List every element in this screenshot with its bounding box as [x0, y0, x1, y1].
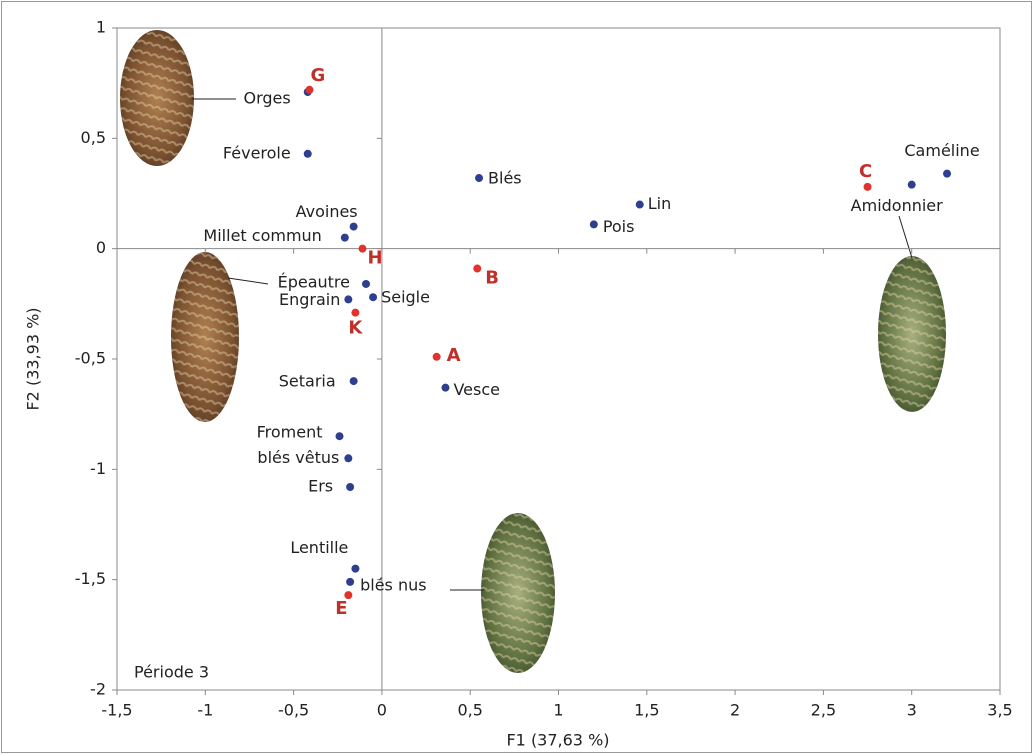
- x-tick-label: 0: [377, 701, 387, 720]
- y-tick-label: -1,5: [75, 569, 106, 588]
- point-label: E: [335, 598, 347, 619]
- point: [369, 293, 378, 302]
- x-tick-label: 1: [553, 701, 563, 720]
- point: [943, 169, 952, 178]
- x-tick-label: -1,5: [101, 701, 132, 720]
- x-tick-label: 2,5: [811, 701, 836, 720]
- point: [346, 577, 355, 586]
- point: [863, 182, 872, 191]
- y-tick-label: 1: [96, 18, 106, 37]
- y-tick-label: -0,5: [75, 349, 106, 368]
- point: [305, 85, 314, 94]
- point-label: H: [367, 248, 382, 269]
- point: [907, 180, 916, 189]
- leader-line: [898, 215, 913, 259]
- point-label: Pois: [603, 217, 635, 236]
- image-texture: [878, 256, 946, 412]
- point-label: Féverole: [223, 143, 291, 162]
- annotation: Période 3: [134, 663, 209, 682]
- point: [335, 432, 344, 441]
- point-label: Lin: [648, 194, 672, 213]
- x-tick-label: -0,5: [278, 701, 309, 720]
- point: [432, 352, 441, 361]
- point: [349, 222, 358, 231]
- point: [351, 564, 360, 573]
- point-label: Avoines: [296, 202, 358, 221]
- plot-area: [116, 27, 1001, 691]
- point-label: G: [310, 65, 325, 86]
- point-label: B: [485, 268, 499, 289]
- leader-line: [227, 277, 269, 285]
- point-label: Amidonnier: [851, 196, 943, 215]
- point-label: Épeautre: [278, 272, 350, 291]
- point-label: Setaria: [279, 372, 336, 391]
- point: [346, 482, 355, 491]
- point-label: Engrain: [279, 290, 340, 309]
- y-tick-label: -2: [90, 680, 106, 699]
- point-label: C: [859, 161, 872, 182]
- y-tick-label: 0,5: [81, 128, 106, 147]
- point: [475, 174, 484, 183]
- point-label: blés nus: [360, 575, 426, 594]
- point: [358, 244, 367, 253]
- point-label: Blés: [488, 169, 522, 188]
- image-texture: [120, 30, 194, 166]
- point-label: K: [348, 318, 363, 339]
- images: [120, 30, 946, 673]
- point-label: Millet commun: [203, 226, 321, 245]
- point: [340, 233, 349, 242]
- point: [344, 295, 353, 304]
- point: [473, 264, 482, 273]
- y-axis-label: F2 (33,93 %): [24, 307, 43, 410]
- x-tick-label: 2: [730, 701, 740, 720]
- point: [349, 377, 358, 386]
- x-tick-label: 3: [907, 701, 917, 720]
- x-tick-label: 0,5: [457, 701, 482, 720]
- point-label: blés vêtus: [257, 448, 339, 467]
- image-texture: [171, 252, 239, 422]
- x-tick-label: 3,5: [987, 701, 1012, 720]
- x-tick-label: -1: [197, 701, 213, 720]
- point: [344, 591, 353, 600]
- point: [441, 383, 450, 392]
- point-label: Orges: [243, 88, 290, 107]
- point-label: Vesce: [453, 380, 500, 399]
- point: [589, 220, 598, 229]
- point: [635, 200, 644, 209]
- point: [351, 308, 360, 317]
- point-label: Caméline: [904, 141, 979, 160]
- point: [303, 149, 312, 158]
- point: [362, 279, 371, 288]
- y-tick-label: -1: [90, 459, 106, 478]
- point-label: Lentille: [290, 538, 348, 557]
- x-tick-label: 1,5: [634, 701, 659, 720]
- point-label: A: [447, 345, 461, 366]
- x-axis-label: F1 (37,63 %): [506, 731, 609, 750]
- point-label: Froment: [257, 423, 323, 442]
- image-texture: [481, 513, 555, 673]
- y-tick-label: 0: [96, 238, 106, 257]
- point-label: Seigle: [381, 288, 430, 307]
- point-label: Ers: [308, 476, 333, 495]
- point: [344, 454, 353, 463]
